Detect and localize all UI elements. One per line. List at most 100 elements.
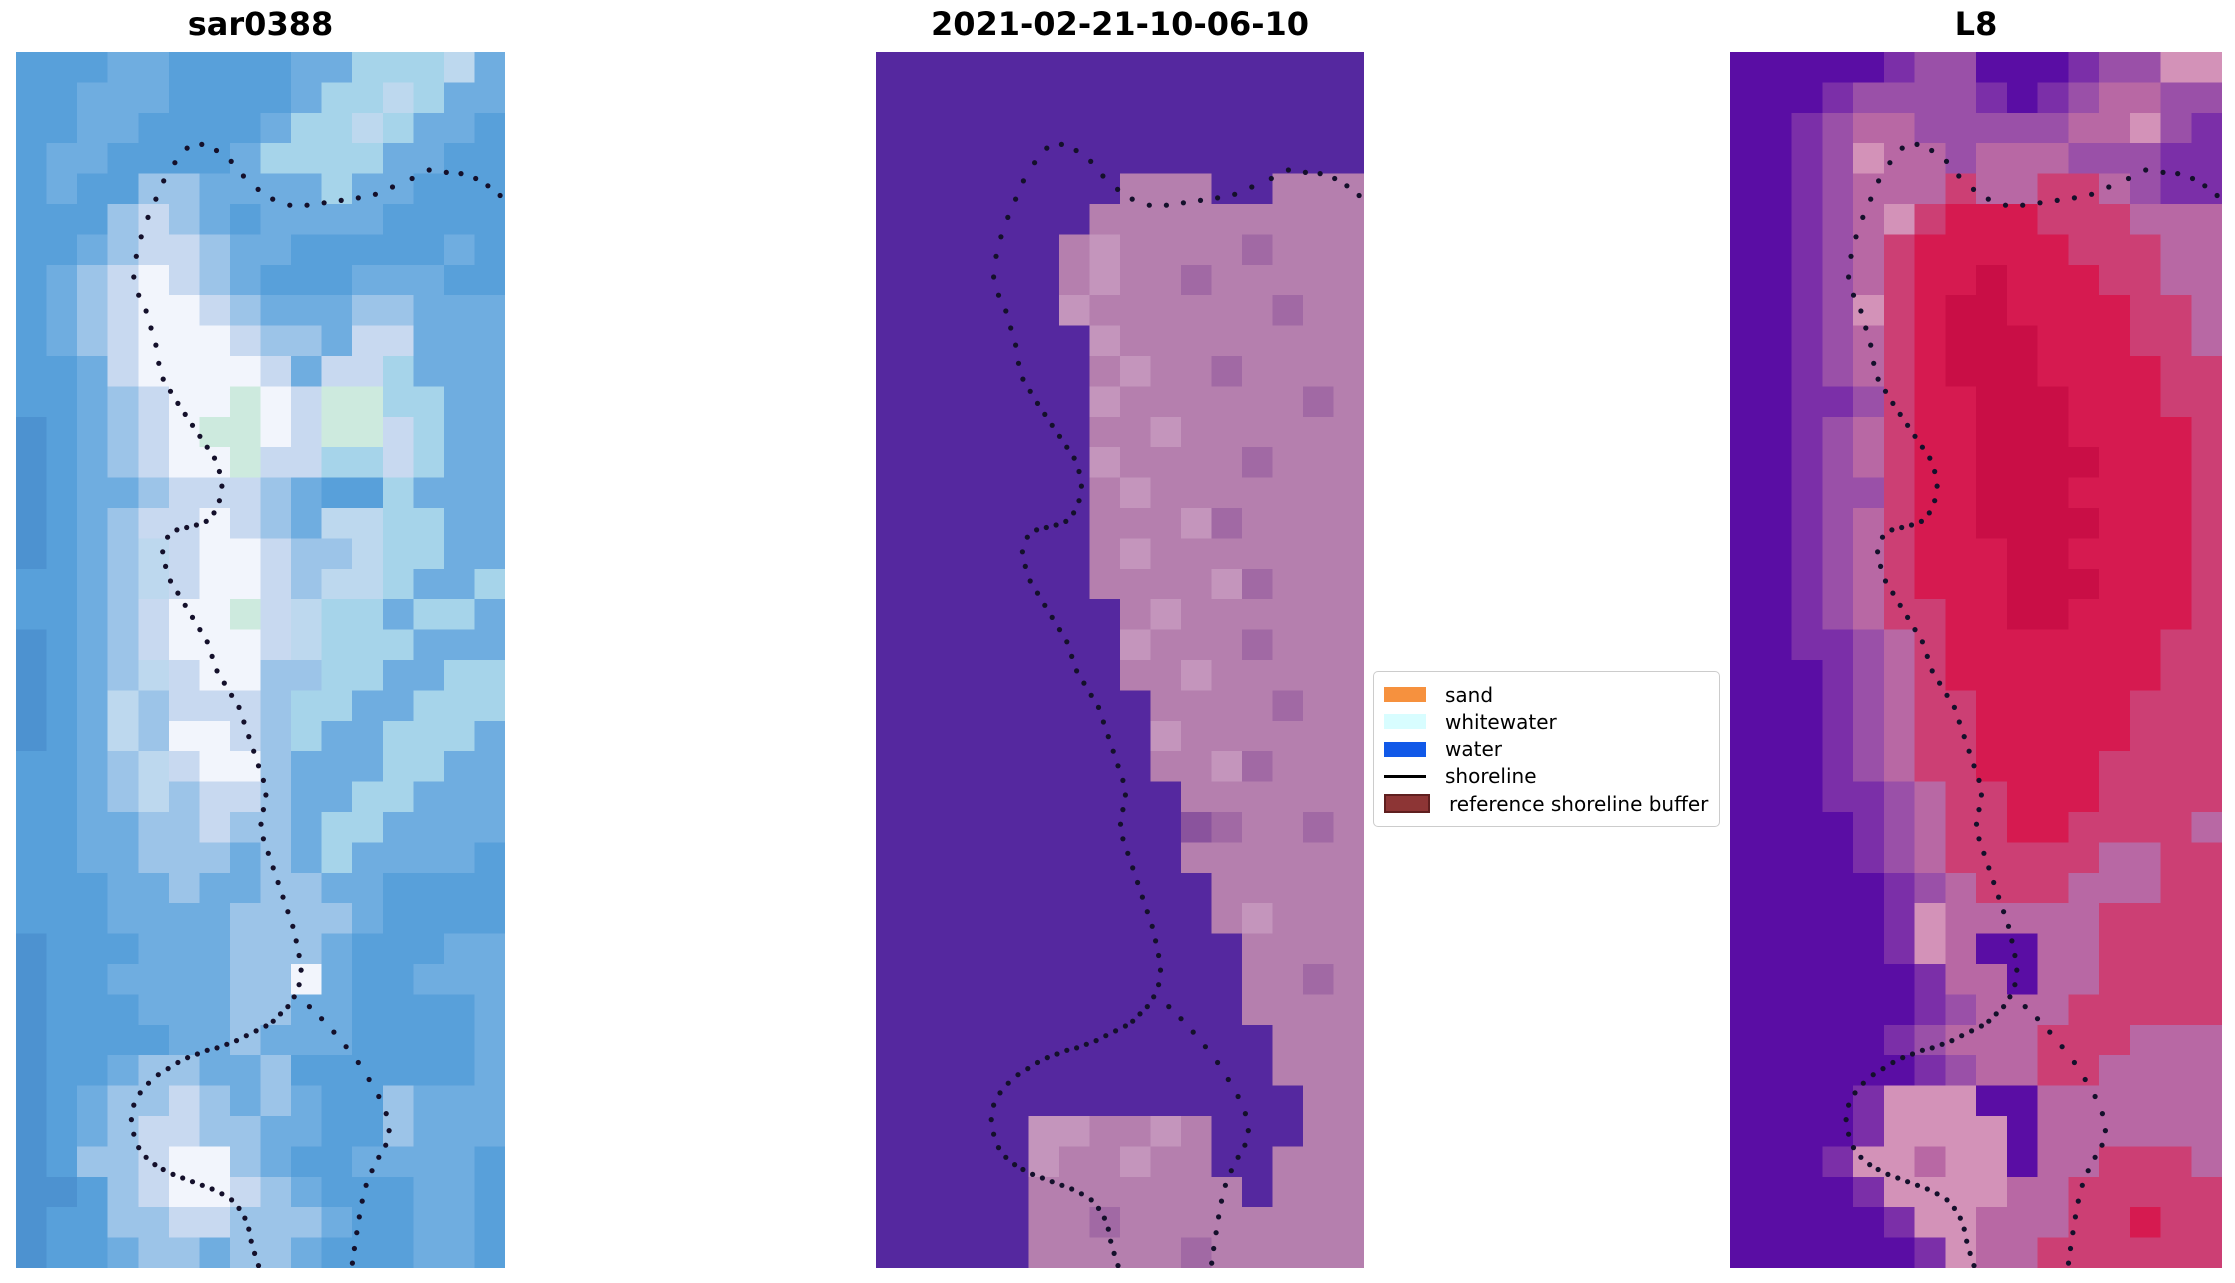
shoreline-dot bbox=[1005, 214, 1011, 220]
shoreline-dot bbox=[2012, 952, 2018, 959]
classified-raster bbox=[876, 52, 1364, 1268]
shoreline-dot bbox=[363, 1182, 369, 1188]
shoreline-dot bbox=[1228, 1168, 1234, 1174]
shoreline-dot bbox=[136, 1145, 142, 1151]
shoreline-dot bbox=[160, 549, 166, 555]
shoreline-dot bbox=[1914, 141, 1920, 147]
shoreline-dot bbox=[2160, 169, 2166, 175]
shoreline-dot bbox=[1966, 748, 1972, 754]
shoreline-dot bbox=[1897, 411, 1903, 417]
shoreline-dot bbox=[1875, 376, 1881, 382]
shoreline-dot bbox=[1905, 1179, 1911, 1185]
shoreline-dot bbox=[1024, 534, 1030, 540]
shoreline-dot bbox=[1108, 1238, 1114, 1244]
shoreline-dot bbox=[255, 186, 261, 192]
panel-l8-image bbox=[1730, 52, 2222, 1268]
shoreline-dot bbox=[998, 234, 1004, 240]
shoreline-dot bbox=[2071, 1059, 2077, 1066]
shoreline-dot bbox=[1225, 1076, 1231, 1083]
shoreline-dot bbox=[1242, 1142, 1248, 1148]
shoreline-dot bbox=[1059, 1182, 1065, 1188]
shoreline-dot bbox=[1242, 1111, 1248, 1117]
shoreline-dot bbox=[2106, 184, 2112, 190]
shoreline-dot bbox=[1115, 1263, 1121, 1268]
shoreline-dot bbox=[1020, 376, 1026, 382]
shoreline-dot bbox=[160, 1166, 166, 1173]
shoreline-dot bbox=[1125, 850, 1131, 856]
shoreline-dot bbox=[1976, 807, 1982, 813]
shoreline-dot bbox=[204, 639, 210, 645]
shoreline-dot bbox=[2075, 1198, 2081, 1204]
shoreline-dot bbox=[995, 1145, 1002, 1151]
panel-sar0388-image bbox=[16, 52, 505, 1268]
shoreline-dot bbox=[1332, 175, 1338, 182]
shoreline-dot bbox=[246, 734, 252, 740]
shoreline-dot bbox=[1058, 141, 1064, 147]
shoreline-dot bbox=[1056, 433, 1063, 439]
shoreline-dot bbox=[2022, 1004, 2028, 1010]
shoreline-dot bbox=[2102, 1128, 2108, 1134]
shoreline-dot bbox=[296, 952, 302, 959]
shoreline-dot bbox=[1044, 145, 1050, 151]
shoreline-dot bbox=[1971, 1263, 1977, 1268]
panel-classified-image bbox=[876, 52, 1364, 1268]
shoreline-dot bbox=[1961, 1226, 1967, 1232]
shoreline-dot bbox=[1924, 653, 1930, 660]
shoreline-dot bbox=[2065, 1260, 2072, 1266]
shoreline-dot bbox=[1074, 668, 1080, 674]
shoreline-dot bbox=[1959, 1033, 1965, 1039]
panel-title-sar0388: sar0388 bbox=[187, 5, 334, 43]
shoreline-dot bbox=[1895, 1175, 1901, 1181]
shoreline-dot bbox=[1013, 342, 1019, 348]
shoreline-dot bbox=[2007, 994, 2013, 1000]
shoreline-dot bbox=[369, 1168, 375, 1174]
shoreline-dot bbox=[1093, 1038, 1099, 1044]
shoreline-dot bbox=[1868, 196, 1874, 202]
shoreline-dot bbox=[270, 196, 276, 202]
l8-raster bbox=[1730, 52, 2222, 1268]
shoreline-dot bbox=[1076, 498, 1082, 504]
shoreline-dot bbox=[1120, 807, 1126, 813]
shoreline-dot bbox=[258, 821, 264, 827]
shoreline-dot bbox=[1875, 1166, 1881, 1173]
shoreline-dot bbox=[1993, 1011, 1999, 1017]
shoreline-dot bbox=[386, 1128, 392, 1134]
shoreline-dot bbox=[2005, 923, 2012, 929]
shoreline-dot bbox=[1039, 1175, 1045, 1181]
shoreline-dot bbox=[351, 1245, 357, 1252]
shoreline-dot bbox=[1120, 777, 1126, 784]
shoreline-dot bbox=[2072, 1214, 2078, 1220]
shoreline-dot bbox=[204, 1047, 210, 1053]
shoreline-dot bbox=[2099, 1111, 2105, 1117]
shoreline-dot bbox=[275, 879, 281, 886]
shoreline-dot bbox=[383, 1111, 389, 1117]
shoreline-dot bbox=[359, 1198, 365, 1204]
shoreline-dot bbox=[1003, 308, 1009, 314]
shoreline-dot bbox=[224, 1041, 230, 1047]
shoreline-dot bbox=[1971, 763, 1977, 769]
shoreline-dot bbox=[1157, 967, 1164, 973]
shoreline-dot bbox=[1222, 1182, 1228, 1188]
shoreline-dot bbox=[1964, 1238, 1970, 1244]
shoreline-dot bbox=[1232, 191, 1238, 197]
shoreline-dot bbox=[277, 1011, 284, 1017]
shoreline-dot bbox=[1213, 1230, 1219, 1236]
shoreline-dot bbox=[1882, 578, 1889, 584]
shoreline-dot bbox=[137, 1090, 143, 1096]
shoreline-dot bbox=[175, 590, 181, 596]
shoreline-dot bbox=[246, 1226, 252, 1232]
shoreline-dot bbox=[1113, 1028, 1119, 1034]
shoreline-dot bbox=[2071, 195, 2077, 201]
shoreline-dot bbox=[1852, 1090, 1858, 1096]
shoreline-dot bbox=[143, 1154, 149, 1160]
shoreline-dot bbox=[175, 1059, 181, 1066]
shoreline-dot bbox=[1860, 214, 1866, 220]
shoreline-dot bbox=[182, 602, 188, 608]
shoreline-dot bbox=[1867, 1162, 1873, 1168]
shoreline-dot bbox=[1973, 821, 1980, 827]
shoreline-dot bbox=[219, 483, 225, 489]
shoreline-dot bbox=[214, 1045, 220, 1051]
shoreline-dot bbox=[1069, 1186, 1075, 1192]
shoreline-dot bbox=[1885, 1171, 1891, 1177]
shoreline-dot bbox=[270, 1018, 276, 1024]
